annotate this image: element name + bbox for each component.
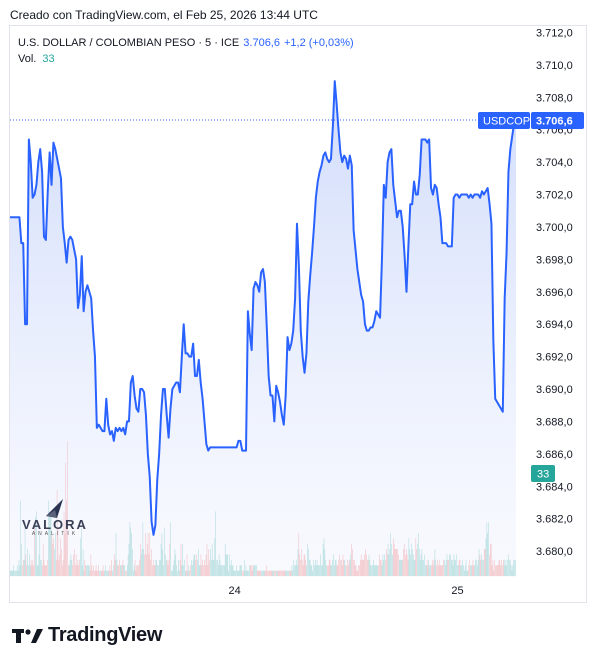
- y-tick-label: 3.686,0: [536, 449, 573, 461]
- y-tick-label: 3.690,0: [536, 384, 573, 396]
- chart-legend: U.S. DOLLAR / COLOMBIAN PESO · 5 · ICE 3.…: [18, 35, 354, 67]
- y-tick-label: 3.698,0: [536, 254, 573, 266]
- legend-volume-value: 33: [42, 53, 55, 65]
- valora-watermark: VALORA ANALITIK: [22, 496, 88, 537]
- y-tick-label: 3.708,0: [536, 92, 573, 104]
- volume-tag: 33: [531, 465, 555, 482]
- y-tick-label: 3.688,0: [536, 416, 573, 428]
- price-tag-value: 3.706,6: [536, 115, 573, 127]
- price-tag-ticker: USDCOP: [483, 115, 530, 127]
- y-tick-label: 3.700,0: [536, 222, 573, 234]
- valora-name: VALORA: [22, 517, 88, 532]
- y-tick-label: 3.710,0: [536, 60, 573, 72]
- chart-frame: [9, 25, 587, 603]
- valora-sub: ANALITIK: [31, 531, 79, 537]
- x-axis: 24 25: [229, 585, 464, 597]
- legend-last-price: 3.706,6: [243, 37, 280, 49]
- y-axis: 3.712,03.710,03.708,03.706,03.704,03.702…: [536, 27, 573, 558]
- y-tick-label: 3.712,0: [536, 27, 573, 39]
- y-tick-label: 3.684,0: [536, 481, 573, 493]
- y-tick-label: 3.682,0: [536, 514, 573, 526]
- y-tick-label: 3.680,0: [536, 546, 573, 558]
- price-area: [10, 81, 516, 577]
- y-tick-label: 3.696,0: [536, 287, 573, 299]
- x-tick-label: 24: [229, 585, 241, 597]
- y-tick-label: 3.702,0: [536, 190, 573, 202]
- tradingview-brand: TradingView: [48, 624, 163, 646]
- y-tick-label: 3.692,0: [536, 352, 573, 364]
- legend-symbol[interactable]: U.S. DOLLAR / COLOMBIAN PESO · 5 · ICE: [18, 37, 240, 49]
- legend-change: +1,2 (+0,03%): [283, 37, 354, 49]
- y-tick-label: 3.694,0: [536, 319, 573, 331]
- price-tag: USDCOP 3.706,6: [478, 111, 584, 129]
- volume-tag-value: 33: [537, 469, 549, 481]
- y-tick-label: 3.704,0: [536, 157, 573, 169]
- legend-volume-label[interactable]: Vol.: [18, 53, 37, 65]
- x-tick-label: 25: [451, 585, 463, 597]
- valora-logo-icon: [45, 499, 63, 518]
- tradingview-logo-icon: [12, 628, 43, 643]
- tradingview-footer[interactable]: TradingView: [12, 624, 162, 647]
- price-line: [10, 80, 517, 536]
- created-by-text: Creado con TradingView.com, el Feb 25, 2…: [10, 8, 318, 22]
